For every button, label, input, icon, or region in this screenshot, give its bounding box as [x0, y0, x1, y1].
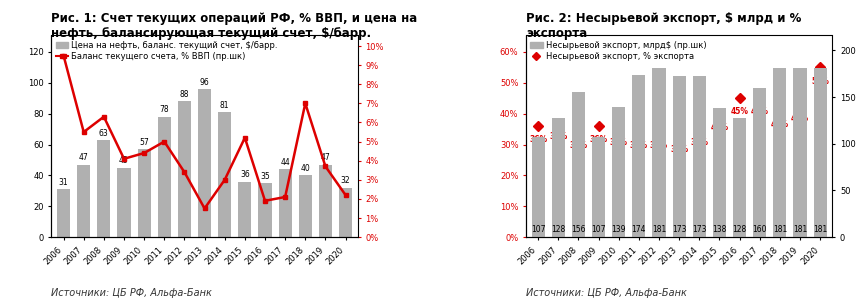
Text: Рис. 2: Несырьевой экспорт, $ млрд и % экспорта: Рис. 2: Несырьевой экспорт, $ млрд и % э…	[526, 12, 801, 40]
Text: 55%: 55%	[811, 77, 829, 86]
Text: 156: 156	[571, 225, 586, 234]
Text: 40%: 40%	[710, 123, 728, 132]
Text: 181: 181	[813, 225, 827, 234]
Bar	[592, 137, 605, 237]
Text: 45: 45	[119, 156, 129, 165]
Bar	[572, 92, 585, 237]
Text: 138: 138	[712, 225, 727, 234]
Text: 34%: 34%	[570, 141, 588, 150]
Text: Источники: ЦБ РФ, Альфа-Банк: Источники: ЦБ РФ, Альфа-Банк	[526, 288, 687, 298]
Text: 40: 40	[300, 164, 311, 173]
Bar	[77, 164, 90, 237]
Bar	[632, 75, 645, 237]
Text: 34%: 34%	[650, 141, 668, 150]
Bar	[158, 117, 171, 237]
Text: 36%: 36%	[529, 135, 547, 144]
Bar	[339, 188, 352, 237]
Bar	[613, 107, 625, 237]
Text: 37%: 37%	[549, 132, 567, 141]
Text: 173: 173	[692, 225, 706, 234]
Text: 174: 174	[631, 225, 646, 234]
Text: 35: 35	[260, 172, 270, 181]
Text: Источники: ЦБ РФ, Альфа-Банк: Источники: ЦБ РФ, Альфа-Банк	[51, 288, 213, 298]
Text: 139: 139	[612, 225, 626, 234]
Bar	[794, 68, 807, 237]
Text: 160: 160	[752, 225, 767, 234]
Text: 47: 47	[321, 153, 330, 162]
Bar	[299, 175, 311, 237]
Bar	[178, 101, 191, 237]
Bar	[713, 108, 726, 237]
Text: 181: 181	[793, 225, 807, 234]
Bar	[813, 68, 827, 237]
Text: 128: 128	[551, 225, 565, 234]
Text: 107: 107	[531, 225, 546, 234]
Text: 31: 31	[58, 178, 69, 187]
Bar	[118, 168, 130, 237]
Text: 96: 96	[200, 78, 209, 87]
Bar	[97, 140, 111, 237]
Text: 43%: 43%	[791, 114, 809, 123]
Text: 35%: 35%	[610, 138, 628, 147]
Bar	[137, 149, 151, 237]
Bar	[532, 137, 545, 237]
Bar	[552, 118, 565, 237]
Bar	[198, 89, 211, 237]
Text: 45%: 45%	[731, 108, 748, 116]
Bar	[652, 68, 666, 237]
Text: 44: 44	[281, 158, 290, 167]
Text: 47: 47	[79, 153, 88, 162]
Bar	[218, 112, 232, 237]
Legend: Несырьевой экспорт, млрд$ (пр.шк), Несырьевой экспорт, % экспорта: Несырьевой экспорт, млрд$ (пр.шк), Несыр…	[530, 41, 707, 61]
Text: 81: 81	[220, 101, 229, 110]
Bar	[279, 169, 292, 237]
Bar	[57, 189, 70, 237]
Bar	[733, 118, 746, 237]
Legend: Цена на нефть, баланс. текущий счет, $/барр., Баланс текущего счета, % ВВП (пр.ш: Цена на нефть, баланс. текущий счет, $/б…	[56, 41, 278, 61]
Text: 34%: 34%	[630, 141, 648, 150]
Text: 36: 36	[240, 170, 250, 179]
Text: 173: 173	[672, 225, 686, 234]
Bar	[319, 164, 332, 237]
Text: 41%: 41%	[770, 120, 789, 129]
Text: 35%: 35%	[691, 138, 709, 147]
Text: Рис. 1: Счет текущих операций РФ, % ВВП, и цена на
нефть, балансирующая текущий : Рис. 1: Счет текущих операций РФ, % ВВП,…	[51, 12, 418, 40]
Text: 57: 57	[139, 138, 149, 147]
Text: 32: 32	[341, 176, 350, 185]
Bar	[773, 68, 787, 237]
Text: 45%: 45%	[751, 108, 769, 116]
Text: 107: 107	[591, 225, 606, 234]
Bar	[692, 76, 706, 237]
Bar	[753, 88, 766, 237]
Text: 33%: 33%	[670, 144, 688, 154]
Text: 181: 181	[652, 225, 666, 234]
Text: 78: 78	[160, 105, 169, 114]
Text: 128: 128	[733, 225, 746, 234]
Bar	[673, 76, 686, 237]
Text: 181: 181	[773, 225, 787, 234]
Bar	[258, 183, 271, 237]
Text: 88: 88	[179, 90, 189, 99]
Bar	[239, 181, 251, 237]
Text: 63: 63	[99, 129, 109, 138]
Text: 36%: 36%	[589, 135, 607, 144]
